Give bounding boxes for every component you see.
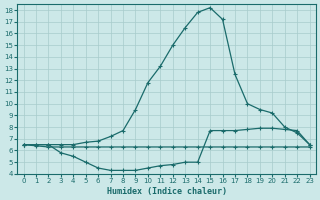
X-axis label: Humidex (Indice chaleur): Humidex (Indice chaleur) [107,187,227,196]
